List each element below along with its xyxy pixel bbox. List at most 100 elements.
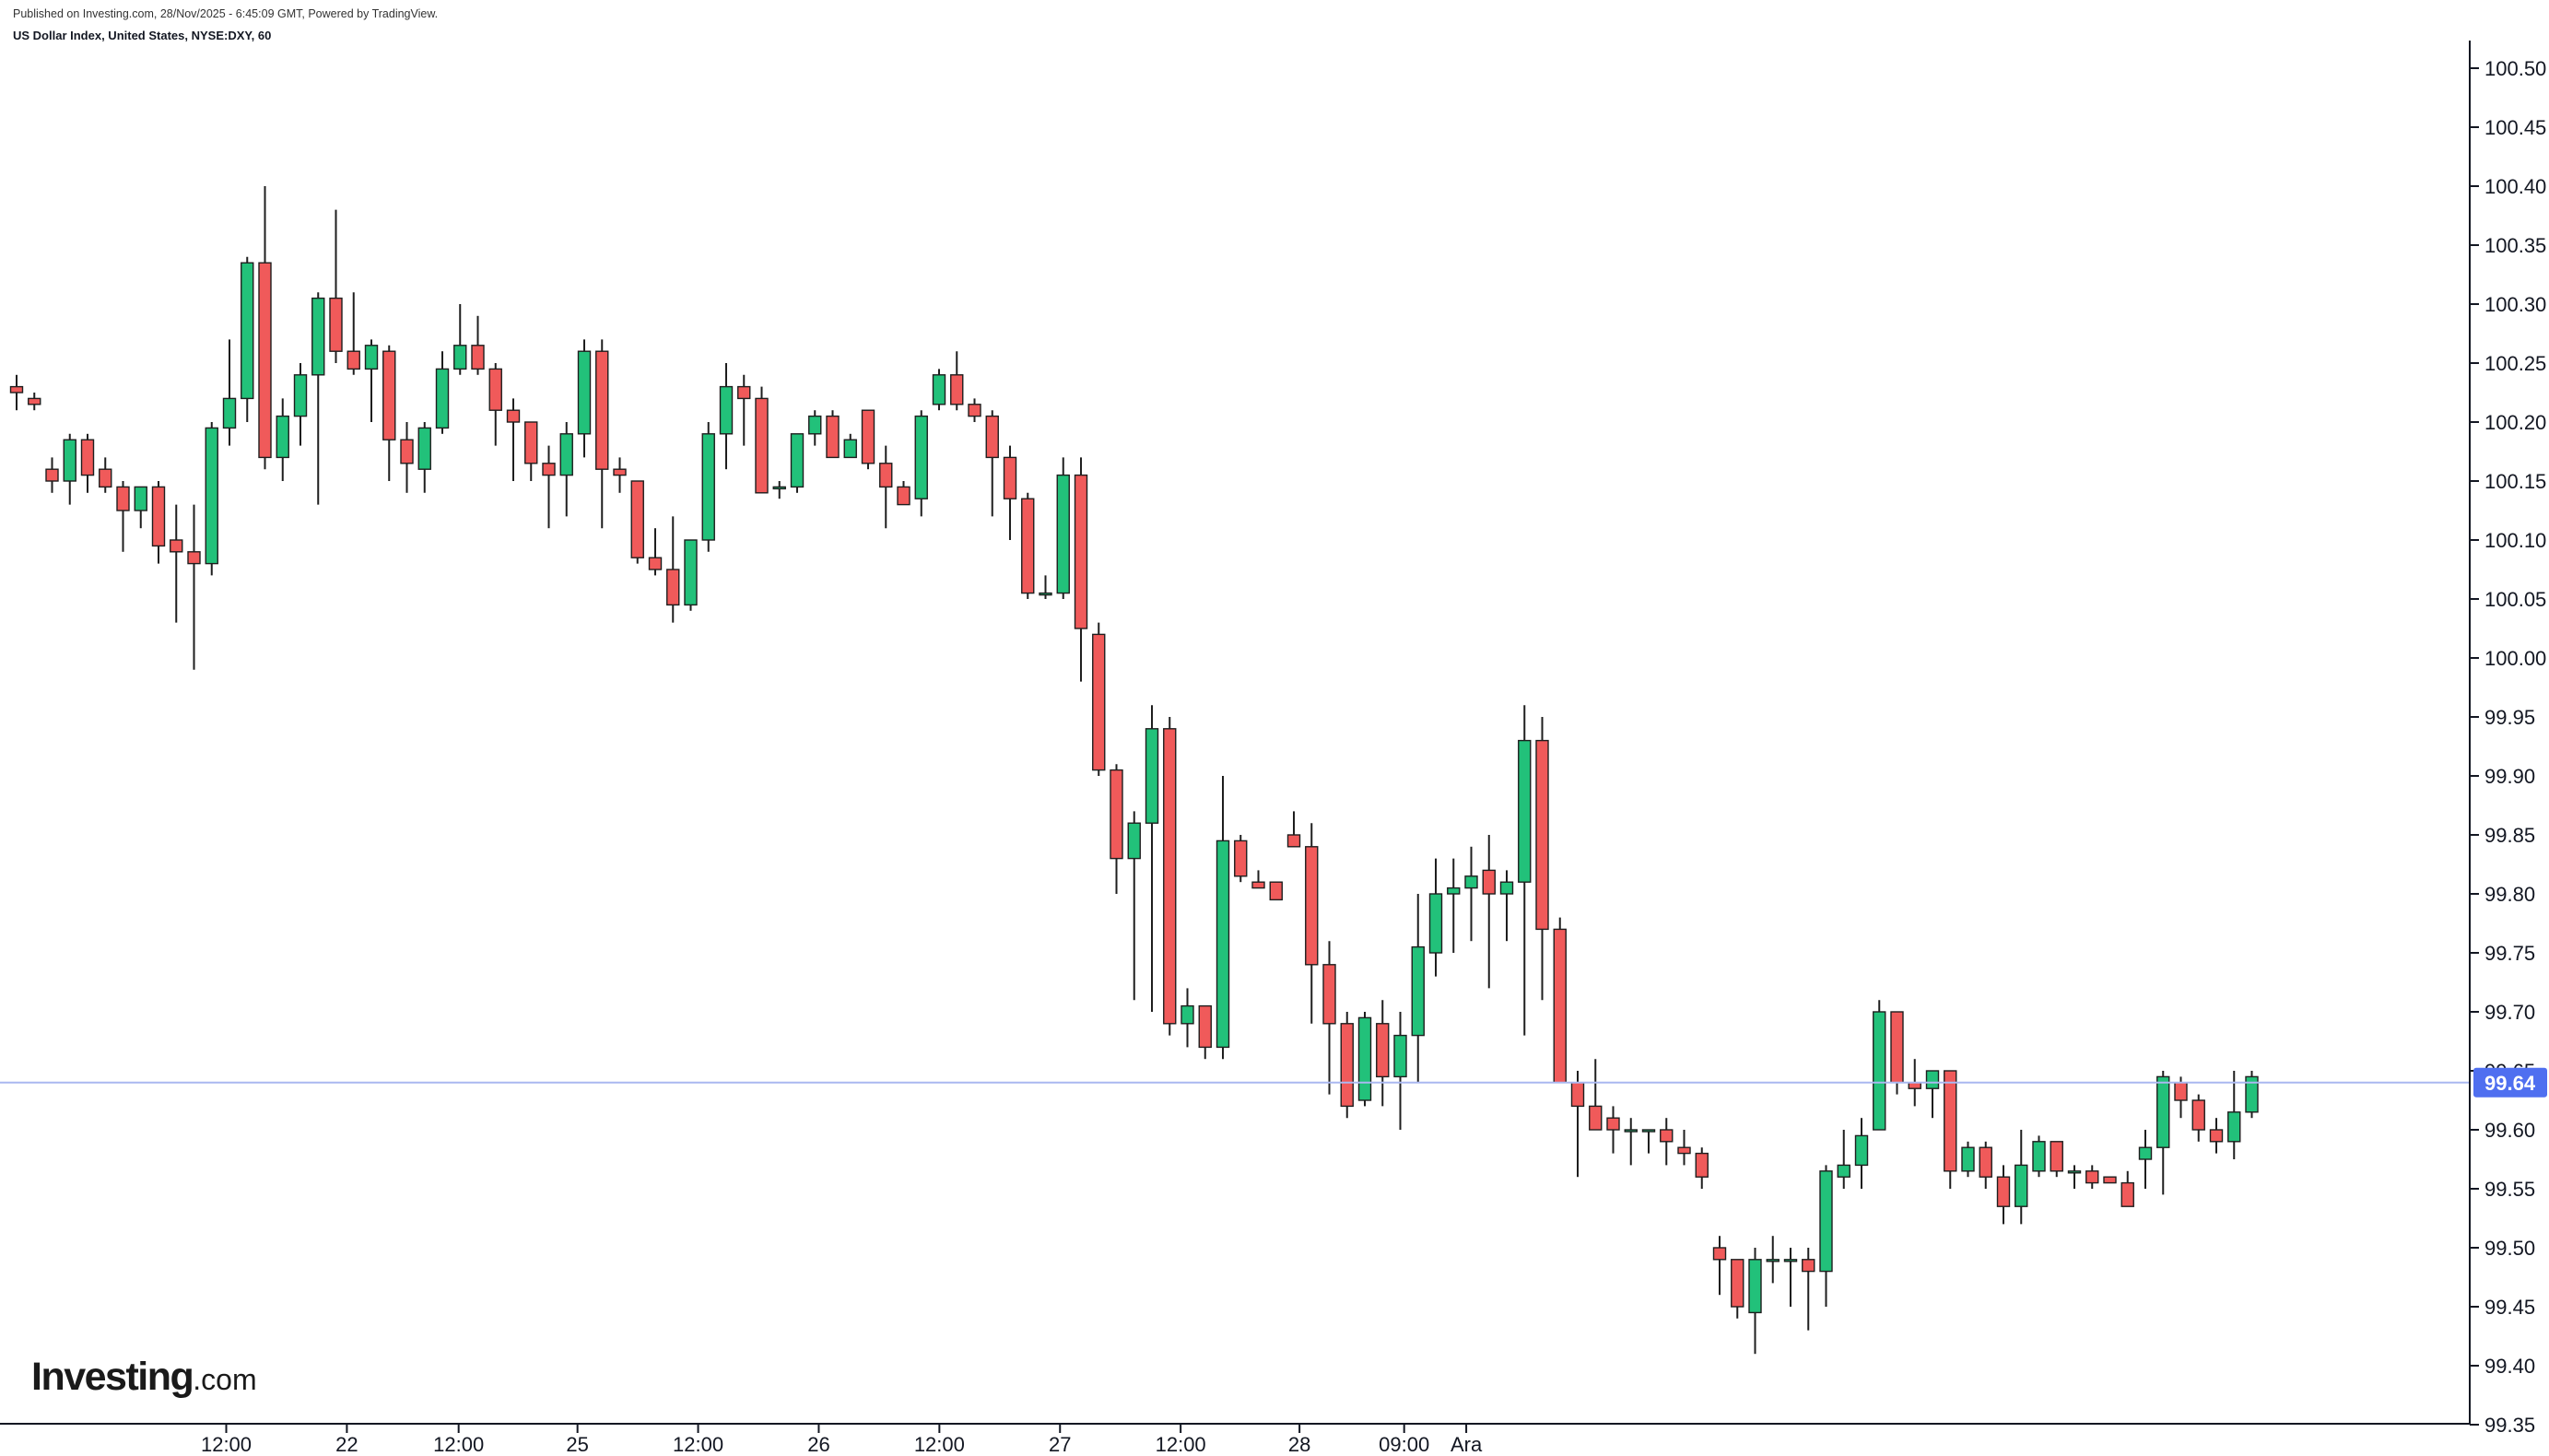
candle-body bbox=[134, 486, 147, 511]
y-tick-label: 99.45 bbox=[2484, 1296, 2535, 1319]
candle bbox=[843, 433, 857, 459]
candle-body bbox=[1181, 1004, 1194, 1025]
candle bbox=[897, 481, 910, 506]
candle-body bbox=[1251, 881, 1265, 889]
candle-body bbox=[897, 486, 910, 506]
candle-body bbox=[2227, 1111, 2241, 1143]
candle bbox=[2138, 1130, 2153, 1189]
candle bbox=[1428, 858, 1443, 977]
candle-body bbox=[1961, 1146, 1975, 1172]
candle-body bbox=[843, 439, 857, 459]
candle-body bbox=[2032, 1141, 2046, 1172]
candle bbox=[542, 445, 556, 529]
candle-body bbox=[1286, 834, 1301, 848]
y-tick-label: 100.40 bbox=[2484, 175, 2546, 198]
y-tick-label: 100.50 bbox=[2484, 57, 2546, 80]
candle bbox=[347, 292, 360, 375]
y-tick-label: 100.00 bbox=[2484, 647, 2546, 670]
candle bbox=[151, 481, 166, 564]
y-tick-label: 99.55 bbox=[2484, 1178, 2535, 1201]
candle bbox=[63, 433, 76, 505]
candle-body bbox=[1447, 887, 1461, 895]
candle bbox=[2227, 1071, 2241, 1159]
candle bbox=[453, 304, 467, 375]
candle bbox=[1163, 717, 1177, 1036]
candle bbox=[914, 410, 928, 517]
candle-body bbox=[879, 463, 893, 488]
candle-body bbox=[1873, 1011, 1886, 1131]
candle-body bbox=[1092, 633, 1106, 771]
candle bbox=[1286, 811, 1301, 848]
candle-body bbox=[347, 350, 360, 370]
candle bbox=[80, 433, 95, 493]
candle-body bbox=[1464, 875, 1478, 889]
candle bbox=[559, 422, 573, 517]
candle bbox=[1802, 1248, 1815, 1331]
candle-body bbox=[524, 421, 538, 464]
candle-body bbox=[170, 539, 183, 553]
candle bbox=[1535, 717, 1549, 1001]
candle-body bbox=[595, 350, 609, 470]
candle bbox=[2015, 1130, 2028, 1225]
candle-body bbox=[1748, 1259, 1762, 1314]
candle-body bbox=[222, 397, 237, 429]
candle-body bbox=[1589, 1105, 1603, 1131]
candle bbox=[9, 374, 24, 411]
candle bbox=[1092, 622, 1106, 776]
candle bbox=[932, 369, 946, 411]
candle bbox=[1216, 776, 1230, 1060]
x-tick-label: 12:00 bbox=[914, 1433, 965, 1456]
candle-body bbox=[1340, 1023, 1354, 1108]
candle bbox=[2209, 1118, 2224, 1154]
candle bbox=[1145, 705, 1159, 1012]
candle bbox=[755, 386, 769, 494]
candle bbox=[134, 486, 147, 529]
candle-body bbox=[1518, 739, 1532, 883]
candle bbox=[116, 481, 130, 552]
candle-body bbox=[488, 368, 502, 411]
published-note: Published on Investing.com, 28/Nov/2025 … bbox=[13, 7, 439, 20]
candle bbox=[1553, 917, 1567, 1084]
candle bbox=[1996, 1165, 2011, 1225]
candle-body bbox=[542, 463, 556, 476]
y-tick-label: 100.10 bbox=[2484, 529, 2546, 552]
candle-body bbox=[99, 468, 112, 488]
candle-body bbox=[1322, 964, 1336, 1025]
candle-body bbox=[1854, 1134, 1869, 1167]
candle bbox=[293, 363, 308, 446]
candle-body bbox=[2067, 1170, 2082, 1174]
y-tick-label: 99.60 bbox=[2484, 1119, 2535, 1142]
candle bbox=[417, 422, 431, 493]
candle-body bbox=[205, 427, 218, 565]
candle-body bbox=[311, 297, 325, 376]
candle bbox=[1873, 1000, 1886, 1131]
candle-body bbox=[968, 404, 981, 417]
candle-body bbox=[1890, 1011, 1904, 1084]
candle-body bbox=[808, 415, 822, 435]
candle-body bbox=[826, 415, 840, 459]
candle-body bbox=[1127, 822, 1141, 860]
y-tick-label: 100.15 bbox=[2484, 470, 2546, 493]
candle-body bbox=[116, 486, 130, 511]
candle bbox=[488, 363, 502, 446]
candle bbox=[205, 422, 218, 576]
candle-body bbox=[914, 415, 928, 499]
candle-body bbox=[80, 439, 95, 476]
y-tick-label: 99.50 bbox=[2484, 1237, 2535, 1260]
candle bbox=[1074, 457, 1088, 682]
candle bbox=[1961, 1141, 1975, 1178]
candle-body bbox=[1695, 1152, 1709, 1178]
candle bbox=[311, 292, 325, 505]
candle bbox=[613, 457, 627, 493]
candle bbox=[826, 410, 840, 459]
candle-body bbox=[45, 468, 59, 482]
candle bbox=[400, 422, 414, 493]
y-tick-label: 99.95 bbox=[2484, 706, 2535, 729]
candle-body bbox=[1145, 728, 1159, 824]
candle-body bbox=[2050, 1141, 2063, 1172]
candle bbox=[1589, 1059, 1603, 1131]
candle-body bbox=[1712, 1247, 1727, 1261]
candle bbox=[879, 445, 893, 529]
candle-body bbox=[9, 385, 24, 393]
